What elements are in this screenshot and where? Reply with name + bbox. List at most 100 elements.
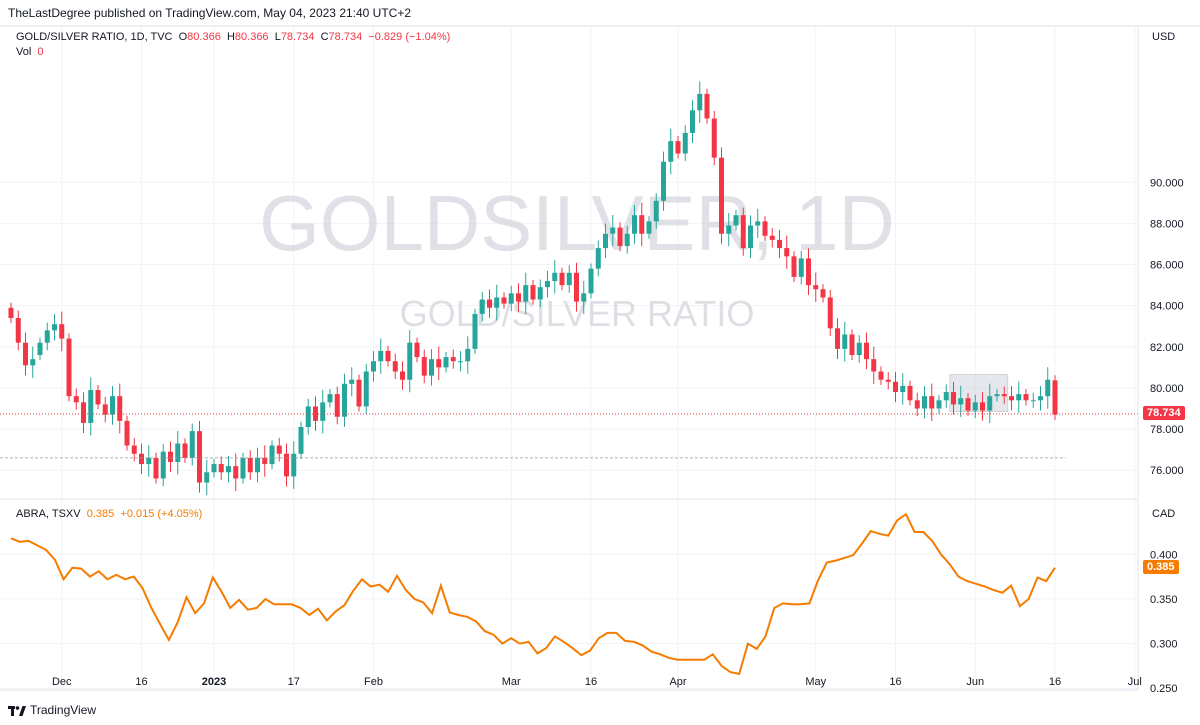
candle-body	[240, 457, 246, 479]
main-unit-label: USD	[1152, 31, 1175, 43]
candle-body	[349, 379, 355, 384]
candlestick-series	[8, 81, 1058, 496]
candle-body	[226, 466, 231, 473]
candle-body	[385, 350, 391, 362]
candle-body	[160, 451, 166, 479]
candle-body	[334, 394, 340, 417]
main-price-tick: 84.000	[1150, 301, 1184, 313]
candle-body	[320, 402, 326, 421]
candle-body	[371, 361, 376, 372]
candle-body	[342, 383, 347, 417]
abra-symbol[interactable]: ABRA, TSXV	[16, 508, 81, 520]
candle-body	[124, 420, 130, 446]
candle-body	[690, 110, 695, 133]
candle-body	[131, 445, 137, 454]
candle-body	[907, 385, 913, 401]
time-tick: 2023	[202, 676, 226, 688]
candle-body	[211, 464, 217, 473]
abra-price-line	[10, 512, 1056, 676]
footer: TradingView	[8, 703, 96, 717]
candle-body	[682, 132, 688, 154]
candle-body	[182, 443, 188, 458]
time-tick: May	[805, 676, 826, 688]
main-grid	[0, 26, 1138, 499]
candle-body	[218, 464, 224, 473]
candle-body	[1001, 394, 1007, 397]
candle-body	[893, 381, 898, 393]
candle-body	[827, 297, 833, 329]
candle-body	[980, 402, 985, 411]
candle-body	[363, 371, 369, 407]
candle-body	[494, 297, 500, 308]
candle-body	[81, 402, 86, 423]
candle-body	[1038, 396, 1043, 401]
abra-price-axis[interactable]: 0.250 0.300 0.350 0.400	[1150, 549, 1178, 695]
main-price-tick: 90.000	[1150, 177, 1184, 189]
candle-body	[1009, 396, 1014, 401]
candle-body	[414, 342, 420, 358]
candle-body	[588, 268, 594, 294]
candle-body	[755, 221, 761, 226]
candle-body	[972, 402, 978, 411]
candle-body	[943, 392, 949, 401]
candle-body	[479, 299, 485, 314]
candle-body	[356, 379, 362, 407]
time-axis[interactable]: Dec 16 2023 17 Feb Mar 16 Apr May 16 Jun 16 Jul	[52, 676, 1142, 688]
candle-body	[581, 293, 587, 302]
candle-body	[530, 285, 536, 300]
candle-body	[697, 93, 703, 111]
main-price-tick: 86.000	[1150, 260, 1184, 272]
candle-body	[189, 431, 195, 458]
candle-body	[813, 285, 819, 290]
candle-body	[102, 404, 108, 415]
candle-body	[1030, 400, 1036, 402]
main-price-axis[interactable]: 76.000 78.000 80.000 82.000 84.000 86.000 88.0…	[1150, 177, 1184, 477]
candle-body	[900, 385, 906, 393]
candle-body	[1023, 394, 1029, 401]
abra-legend: ABRA, TSXV 0.385 +0.015 (+4.05%)	[16, 508, 202, 520]
candle-body	[675, 141, 681, 154]
candle-body	[552, 272, 558, 282]
candle-body	[421, 357, 427, 376]
candle-body	[624, 233, 630, 247]
watermark-symbol: GOLDSILVER, 1D	[259, 179, 895, 267]
time-tick: Jul	[1128, 676, 1142, 688]
candle-body	[276, 445, 282, 454]
candle-body	[704, 93, 710, 119]
main-symbol[interactable]: GOLD/SILVER RATIO, 1D, TVC	[16, 31, 173, 43]
volume-label[interactable]: Vol	[16, 46, 32, 58]
candle-body	[595, 248, 601, 269]
time-tick: Feb	[364, 676, 383, 688]
time-tick: Mar	[502, 676, 521, 688]
candle-body	[835, 328, 840, 349]
main-price-tick: 76.000	[1150, 465, 1184, 477]
candle-body	[233, 466, 239, 479]
consolidation-range-box[interactable]	[949, 374, 1009, 412]
candle-body	[929, 396, 935, 409]
abra-change: +0.015 (+4.05%)	[120, 508, 203, 520]
candle-body	[842, 334, 848, 349]
candle-body	[139, 453, 144, 465]
candle-body	[378, 350, 384, 362]
candle-body	[617, 227, 623, 247]
candle-body	[204, 472, 210, 483]
candle-body	[523, 285, 529, 302]
candle-body	[516, 293, 521, 302]
candle-body	[914, 400, 920, 409]
candle-body	[885, 379, 891, 382]
candle-body	[545, 281, 550, 288]
candle-body	[878, 371, 884, 380]
candle-body	[748, 225, 753, 249]
change-value: −0.829 (−1.04%)	[368, 31, 451, 43]
publisher-line: TheLastDegree published on TradingView.c…	[8, 6, 412, 20]
candle-body	[936, 400, 942, 409]
candle-body	[269, 445, 275, 465]
candle-body	[958, 398, 964, 405]
candle-body	[806, 258, 811, 286]
candle-body	[392, 361, 398, 372]
candle-body	[255, 457, 260, 473]
candle-body	[37, 342, 43, 356]
abra-price-tick: 0.300	[1150, 639, 1178, 651]
candle-body	[610, 227, 616, 234]
